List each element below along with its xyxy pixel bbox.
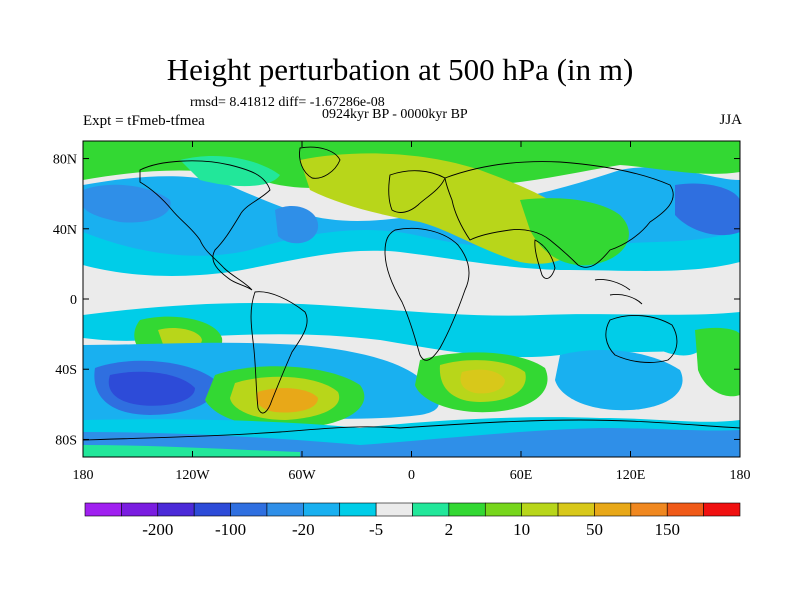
colorbar-swatch	[339, 502, 377, 517]
colorbar-swatch	[84, 502, 122, 517]
antarctic-blue	[83, 428, 740, 457]
coast-africa	[384, 227, 470, 361]
lon-axis: 180 120W 60W 0 60E 120E 180	[73, 141, 751, 483]
colorbar-swatch	[484, 502, 522, 517]
colorbar-label: -100	[215, 520, 246, 539]
australia-blue	[555, 350, 683, 411]
coast-europe	[388, 170, 446, 213]
lon-label: 0	[408, 468, 415, 483]
colorbar-label: 50	[586, 520, 603, 539]
lat-label: 40S	[55, 363, 77, 378]
lon-label: 60E	[510, 468, 533, 483]
pacific-deep-blue	[675, 183, 740, 236]
season-label: JJA	[719, 112, 742, 128]
antarctic-teal	[83, 445, 300, 457]
colorbar-swatch	[703, 502, 741, 517]
colorbar-label: -5	[369, 520, 383, 539]
colorbar-swatch	[448, 502, 486, 517]
lon-label: 120E	[616, 468, 646, 483]
coast-antarctica	[83, 419, 740, 441]
colorbar-swatch	[630, 502, 668, 517]
coast-india	[534, 239, 556, 279]
colorbar-swatch	[557, 502, 595, 517]
experiment-label: Expt = tFmeb-tfmea	[83, 113, 205, 129]
period-label: 0924kyr BP - 0000kyr BP	[322, 107, 468, 122]
stats-label: rmsd= 8.41812 diff= -1.67286e-08	[190, 95, 385, 110]
canada-green	[180, 155, 280, 187]
lon-label: 60W	[288, 468, 316, 483]
coast-greenland	[299, 146, 341, 179]
colorbar-swatch	[157, 502, 195, 517]
colorbar-swatch	[521, 502, 559, 517]
colorbar-swatch	[121, 502, 159, 517]
colorbar-label: 10	[513, 520, 530, 539]
coast-sea-islands	[594, 279, 643, 305]
south-tropical-lightblue	[83, 303, 740, 358]
westpacific-lightblue	[650, 328, 701, 356]
south-deepblue-core	[108, 371, 195, 406]
southatlantic-orange-core	[256, 388, 318, 413]
lon-label: 180	[730, 468, 751, 483]
lat-label: 80S	[55, 433, 77, 448]
coast-australia	[605, 315, 678, 363]
lat-label: 40N	[53, 223, 77, 238]
contour-field	[83, 141, 740, 457]
colorbar-label: 2	[445, 520, 454, 539]
colorbar-swatch	[303, 502, 341, 517]
colorbar-label: 150	[654, 520, 680, 539]
colorbar-swatch	[230, 502, 268, 517]
colorbar-swatch	[412, 502, 450, 517]
colorbar-swatch	[375, 502, 413, 517]
lat-label: 0	[70, 293, 77, 308]
lon-label: 120W	[175, 468, 210, 483]
colorbar-swatch	[266, 502, 304, 517]
coast-south-america	[250, 291, 308, 414]
colorbar-label: -200	[142, 520, 173, 539]
coast-asia	[444, 161, 674, 268]
colorbar-swatch	[193, 502, 231, 517]
atlantic-blue-cell	[275, 206, 319, 244]
pacific-blue-west	[83, 184, 171, 223]
colorbar: -200 -100 -20 -5 2 10 50 150	[84, 502, 741, 539]
coast-north-america	[139, 160, 271, 291]
lon-label: 180	[73, 468, 94, 483]
asia-green	[520, 198, 629, 266]
plot-title: Height perturbation at 500 hPa (in m)	[166, 52, 634, 87]
coastlines	[83, 146, 740, 441]
colorbar-swatch	[594, 502, 632, 517]
colorbar-label: -20	[292, 520, 315, 539]
eurasia-yellowgreen	[300, 153, 582, 264]
lat-label: 80N	[53, 153, 77, 168]
lat-axis: 80N 40N 0 40S 80S	[53, 153, 740, 448]
indian-orange-core	[460, 369, 505, 394]
colorbar-swatch	[666, 502, 704, 517]
eastpacific-green	[695, 327, 740, 397]
